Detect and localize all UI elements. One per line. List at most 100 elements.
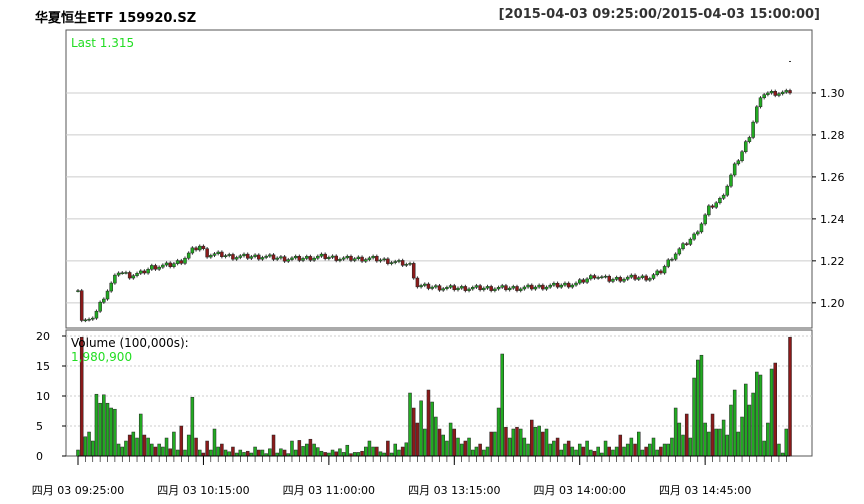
- volume-tick-label: 10: [36, 390, 50, 403]
- volume-bar: [732, 389, 737, 457]
- candle-body: [116, 272, 121, 276]
- candle-body: [589, 275, 593, 280]
- volume-bar: [293, 449, 298, 457]
- volume-bar: [356, 452, 361, 457]
- candle-body: [707, 205, 711, 216]
- volume-bar: [150, 443, 154, 457]
- candle-body: [784, 90, 789, 93]
- candle-body: [459, 286, 464, 289]
- candle-body: [371, 255, 375, 259]
- volume-bar: [301, 446, 305, 457]
- candle-body: [445, 287, 449, 289]
- candle-body: [441, 288, 445, 291]
- candle-body: [87, 318, 91, 321]
- candle-body: [102, 298, 106, 303]
- candle-body: [485, 286, 490, 289]
- volume-bar: [644, 446, 648, 457]
- candle-body: [120, 272, 125, 274]
- price-tick-label: 1.22: [820, 255, 845, 268]
- volume-bar: [596, 446, 600, 457]
- candle-body: [364, 259, 368, 262]
- candle-body: [633, 274, 637, 280]
- volume-bar: [533, 426, 538, 457]
- candle-body: [603, 275, 608, 278]
- volume-bar: [496, 407, 501, 457]
- volume-bar: [116, 443, 121, 457]
- volume-bar: [729, 404, 733, 457]
- volume-bar: [710, 413, 715, 457]
- volume-bar: [552, 440, 556, 457]
- volume-bar: [98, 402, 102, 457]
- candle-body: [293, 255, 298, 259]
- candle-body: [489, 286, 493, 291]
- volume-bar: [485, 446, 490, 457]
- volume-bar: [629, 437, 634, 457]
- candle-body: [341, 257, 346, 260]
- candle-body: [574, 282, 578, 286]
- volume-bar: [437, 428, 442, 457]
- volume-bar: [581, 446, 586, 457]
- candle-body: [703, 214, 707, 225]
- volume-bar: [105, 402, 110, 457]
- volume-bar: [736, 431, 741, 457]
- candle-body: [533, 286, 538, 290]
- candle-body: [500, 285, 504, 288]
- candle-body: [577, 279, 582, 284]
- volume-bar: [707, 431, 711, 457]
- volume-bar: [83, 436, 88, 457]
- volume-tick-label: 5: [36, 420, 43, 433]
- candle-body: [227, 254, 232, 256]
- candle-body: [378, 259, 383, 262]
- candle-body: [334, 255, 338, 261]
- candle-body: [157, 266, 161, 270]
- candle-body: [755, 106, 759, 123]
- volume-bar: [205, 440, 209, 457]
- volume-bar: [459, 443, 464, 457]
- volume-bar: [312, 443, 316, 457]
- volume-bar: [341, 452, 346, 457]
- volume-bar: [161, 446, 165, 457]
- candle-body: [515, 286, 519, 291]
- candle-body: [76, 290, 80, 292]
- volume-bar: [493, 431, 497, 457]
- candle-body: [168, 262, 172, 267]
- volume-bar: [87, 431, 91, 457]
- candle-body: [522, 286, 527, 290]
- volume-bar: [500, 353, 504, 457]
- volume-bar: [518, 428, 523, 457]
- volume-bar: [448, 422, 453, 457]
- candle-body: [175, 260, 180, 264]
- candle-body: [659, 270, 663, 274]
- candle-body: [456, 287, 460, 291]
- candle-body: [566, 282, 571, 288]
- candle-body: [297, 255, 302, 261]
- candle-body: [249, 256, 254, 259]
- volume-bar: [555, 437, 560, 457]
- volume-bar: [743, 383, 748, 457]
- volume-bar: [120, 446, 125, 457]
- volume-bar: [467, 437, 471, 457]
- volume-bar: [441, 434, 445, 457]
- volume-bar: [338, 448, 342, 457]
- candle-body: [286, 259, 291, 262]
- volume-bar: [622, 446, 626, 457]
- candle-body: [636, 277, 641, 280]
- candle-body: [98, 301, 102, 312]
- volume-bar: [640, 449, 645, 457]
- volume-bar: [430, 401, 434, 457]
- volume-bar: [725, 434, 730, 457]
- volume-bar: [677, 422, 682, 457]
- candle-body: [729, 174, 733, 187]
- candle-body: [183, 257, 187, 264]
- volume-bar: [257, 449, 261, 457]
- volume-bar: [456, 437, 460, 457]
- volume-bar: [231, 446, 235, 457]
- candle-body: [758, 97, 763, 108]
- candle-body: [419, 285, 423, 288]
- candle-body: [537, 284, 541, 288]
- volume-bar: [636, 431, 641, 457]
- volume-bar: [190, 396, 195, 457]
- price-panel-frame: [65, 29, 813, 329]
- candle-body: [552, 282, 556, 286]
- candle-body: [319, 253, 324, 257]
